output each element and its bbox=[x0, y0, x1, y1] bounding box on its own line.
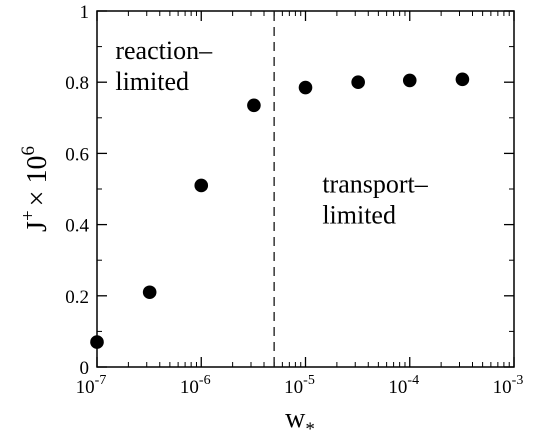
x-tick-label: 10-5 bbox=[284, 373, 315, 398]
regime-annotation: reaction– limited bbox=[115, 36, 213, 96]
data-point bbox=[194, 178, 209, 193]
data-point bbox=[351, 75, 365, 89]
data-point bbox=[247, 98, 261, 113]
y-tick-label: 0.8 bbox=[65, 73, 89, 94]
data-point bbox=[142, 285, 157, 300]
x-tick-label: 10-3 bbox=[493, 373, 524, 398]
y-tick-label: 0.6 bbox=[65, 144, 89, 165]
y-tick-label: 0.2 bbox=[65, 287, 89, 308]
x-tick-label: 10-7 bbox=[76, 373, 107, 398]
data-point bbox=[402, 73, 417, 88]
x-tick-label: 10-4 bbox=[388, 373, 419, 398]
data-point bbox=[298, 80, 313, 95]
data-point bbox=[455, 72, 470, 87]
y-tick-label: 0.4 bbox=[65, 216, 89, 237]
y-tick-label: 0 bbox=[80, 358, 90, 379]
x-axis-ticks: 10-7 10-6 10-5 10-4 10-3 bbox=[76, 11, 524, 398]
x-axis-label: w* bbox=[285, 403, 315, 435]
x-tick-label: 10-6 bbox=[180, 373, 211, 398]
data-point bbox=[90, 335, 104, 349]
y-axis-ticks: 0 0.2 0.4 0.6 0.8 1 bbox=[65, 2, 514, 379]
y-axis-label: J+× 106 bbox=[18, 146, 53, 232]
regime-annotation: transport– limited bbox=[322, 170, 428, 230]
data-points bbox=[90, 72, 470, 349]
annotations: reaction– limited transport– limited bbox=[115, 36, 428, 230]
y-tick-label: 1 bbox=[80, 2, 90, 23]
